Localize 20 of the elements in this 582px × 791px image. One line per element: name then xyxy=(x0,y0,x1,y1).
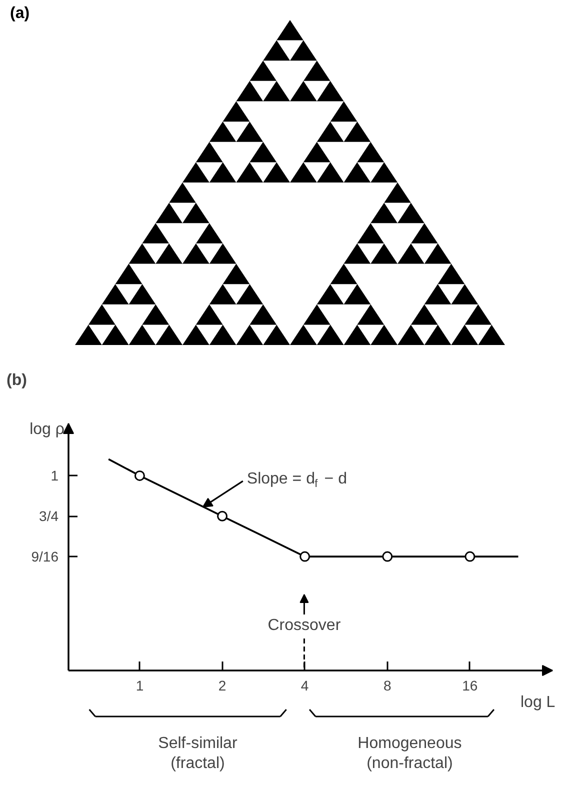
x-tick-label: 1 xyxy=(136,678,144,694)
point xyxy=(300,551,310,562)
y-axis-title: log ρ xyxy=(30,421,65,438)
x-axis-title: log L xyxy=(520,694,556,711)
chart-title: (b) xyxy=(6,372,27,389)
y-tick-label: 3/4 xyxy=(39,508,59,524)
text: (a) xyxy=(10,5,30,22)
point xyxy=(382,551,393,562)
y-tick-label: 9/16 xyxy=(31,548,59,565)
x-tick-label: 2 xyxy=(218,678,226,694)
point xyxy=(464,551,476,562)
annotation: Crossover xyxy=(268,617,342,634)
text: Self-similar (fractal) xyxy=(158,735,238,772)
y-tick-label: 1 xyxy=(50,468,59,484)
point xyxy=(217,510,228,522)
x-tick-label: 16 xyxy=(462,678,478,694)
text: Homogeneous (non-fractal) xyxy=(358,735,462,772)
x-tick-label: 8 xyxy=(383,678,392,694)
x-tick-label: 4 xyxy=(300,678,309,694)
point xyxy=(134,470,145,481)
